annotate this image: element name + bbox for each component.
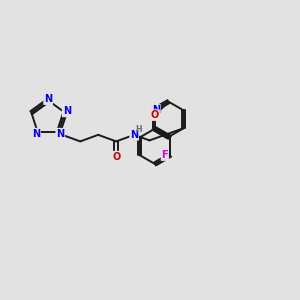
Text: N: N <box>130 130 138 140</box>
Text: O: O <box>112 152 120 162</box>
Text: H: H <box>135 125 142 134</box>
Text: O: O <box>151 110 159 120</box>
Text: N: N <box>152 105 160 115</box>
Text: N: N <box>44 94 52 104</box>
Text: F: F <box>161 150 168 160</box>
Text: N: N <box>63 106 71 116</box>
Text: N: N <box>56 129 64 139</box>
Text: N: N <box>32 129 40 139</box>
